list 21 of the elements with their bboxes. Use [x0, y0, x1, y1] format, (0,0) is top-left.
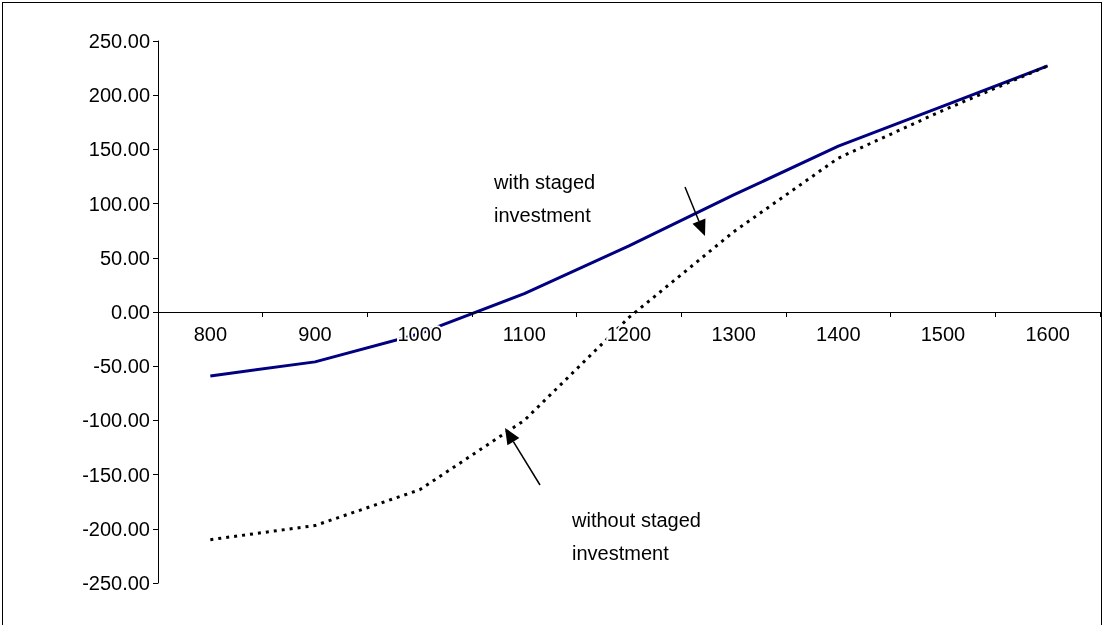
x-tick-label: 1400: [816, 323, 861, 345]
annotation: with staged investment: [493, 170, 596, 226]
x-tick-label: 1100: [502, 323, 546, 345]
x-tick-label: 1200: [606, 323, 652, 345]
y-tick-label: 150.00: [88, 138, 150, 161]
x-tick-label: 1300: [711, 323, 756, 345]
annotation: without staged investment: [571, 508, 701, 564]
y-tick-label: 100.00: [88, 192, 150, 215]
y-tick-label: 50.00: [99, 246, 150, 269]
y-tick-label: -150.00: [82, 463, 150, 486]
y-tick-label: -50.00: [93, 355, 150, 378]
x-tick-label: 1500: [920, 323, 966, 345]
y-tick-label: -100.00: [82, 409, 150, 432]
x-tick-label: 800: [193, 323, 228, 345]
y-tick-label: 250.00: [88, 30, 150, 52]
x-tick-label: 900: [298, 323, 332, 345]
x-tick-label: 1600: [1025, 323, 1070, 345]
y-tick-label: -200.00: [82, 517, 150, 540]
y-tick-label: 200.00: [88, 84, 150, 107]
y-tick-label: 0.00: [111, 301, 150, 323]
y-tick-label: -250.00: [82, 572, 150, 594]
